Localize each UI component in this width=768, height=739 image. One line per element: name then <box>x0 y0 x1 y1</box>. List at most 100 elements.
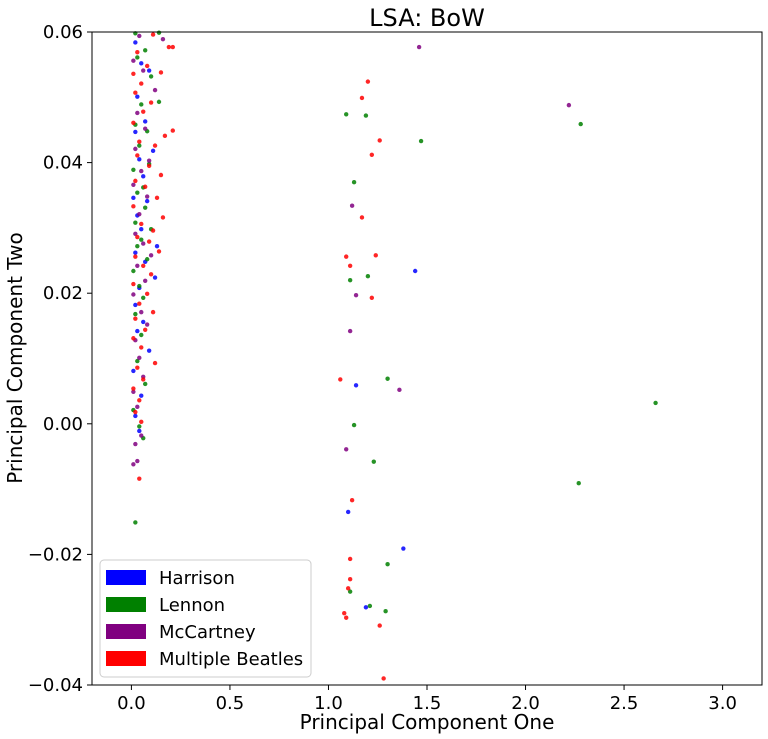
scatter-point <box>141 263 146 268</box>
scatter-point <box>383 609 388 614</box>
chart-title: LSA: BoW <box>369 4 485 32</box>
scatter-point <box>347 589 353 594</box>
scatter-point <box>144 194 150 199</box>
scatter-point <box>148 272 154 277</box>
scatter-point <box>365 274 371 279</box>
scatter-point <box>170 44 175 50</box>
legend-label: McCartney <box>159 622 256 643</box>
scatter-point <box>131 281 136 287</box>
scatter-point <box>365 79 371 84</box>
scatter-point <box>135 55 140 60</box>
scatter-point <box>154 195 160 201</box>
scatter-point <box>146 239 152 244</box>
scatter-point <box>135 358 140 364</box>
scatter-point <box>371 459 376 464</box>
scatter-point <box>418 138 424 144</box>
scatter-point <box>363 113 369 118</box>
legend: Harrison Lennon McCartney Multiple Beatles <box>99 559 312 678</box>
scatter-point <box>131 462 136 467</box>
scatter-point <box>342 610 347 616</box>
scatter-point <box>137 143 142 148</box>
scatter-point <box>369 295 375 300</box>
scatter-point <box>133 146 138 152</box>
scatter-point <box>344 112 349 117</box>
scatter-point <box>146 158 152 163</box>
scatter-point <box>131 182 136 188</box>
x-axis-label: Principal Component One <box>300 710 555 734</box>
scatter-point <box>131 389 136 395</box>
scatter-point <box>131 71 136 76</box>
y-tick-label: 0.06 <box>43 22 83 43</box>
scatter-point <box>359 95 365 101</box>
scatter-point <box>137 139 142 144</box>
scatter-point <box>135 263 140 268</box>
scatter-point <box>137 355 142 361</box>
scatter-point <box>144 257 150 262</box>
scatter-point <box>131 292 136 297</box>
scatter-point <box>131 368 136 374</box>
scatter-point <box>133 254 138 259</box>
x-axis-ticks: 0.0 0.5 1.0 1.5 2.0 2.5 3.0 <box>117 685 737 714</box>
scatter-point <box>133 311 138 317</box>
scatter-point <box>146 163 152 169</box>
scatter-point <box>135 328 140 334</box>
legend-swatch <box>106 651 146 666</box>
scatter-point <box>359 215 365 220</box>
scatter-point <box>166 44 172 50</box>
scatter-point <box>347 263 353 268</box>
scatter-point <box>152 360 158 366</box>
scatter-point <box>369 152 375 157</box>
scatter-point <box>143 119 148 124</box>
scatter-point <box>154 243 160 249</box>
scatter-point <box>576 481 581 486</box>
y-tick-label: 0.02 <box>43 283 83 304</box>
scatter-point <box>373 253 378 258</box>
scatter-point <box>135 234 140 240</box>
y-tick-label: −0.02 <box>28 544 83 565</box>
legend-frame <box>99 559 312 678</box>
scatter-point <box>137 424 142 429</box>
scatter-point <box>133 316 138 321</box>
scatter-point <box>344 615 349 620</box>
scatter-point <box>144 322 150 327</box>
scatter-point <box>148 100 154 105</box>
scatter-point <box>160 215 166 220</box>
scatter-point <box>139 345 144 350</box>
scatter-point <box>137 211 142 217</box>
scatter-point <box>170 128 175 133</box>
scatter-point <box>135 153 140 158</box>
scatter-point <box>351 179 357 185</box>
scatter-point <box>133 413 138 419</box>
scatter-point <box>131 386 136 391</box>
scatter-point <box>141 319 146 325</box>
y-axis-label: Principal Component Two <box>3 232 27 484</box>
scatter-point <box>139 61 144 66</box>
scatter-point <box>133 178 138 184</box>
scatter-point <box>137 283 142 289</box>
scatter-point <box>141 241 146 246</box>
scatter-point <box>139 419 144 425</box>
scatter-point <box>139 393 144 398</box>
scatter-point <box>345 509 351 515</box>
scatter-point <box>131 167 136 172</box>
scatter-point <box>160 36 166 42</box>
scatter-point <box>143 381 148 387</box>
scatter-point <box>139 332 144 338</box>
scatter-point <box>133 441 138 447</box>
scatter-point <box>385 561 390 567</box>
scatter-point <box>152 143 158 148</box>
scatter-point <box>158 70 164 75</box>
scatter-point <box>141 295 146 300</box>
scatter-point <box>412 268 418 274</box>
scatter-point <box>143 184 148 189</box>
scatter-point <box>347 556 353 562</box>
scatter-point <box>135 365 140 370</box>
scatter-point <box>148 74 154 79</box>
scatter-point <box>345 586 351 591</box>
scatter-point <box>144 291 150 297</box>
scatter-point <box>416 44 422 50</box>
scatter-point <box>347 277 353 283</box>
scatter-point <box>150 32 156 37</box>
scatter-point <box>139 309 144 315</box>
